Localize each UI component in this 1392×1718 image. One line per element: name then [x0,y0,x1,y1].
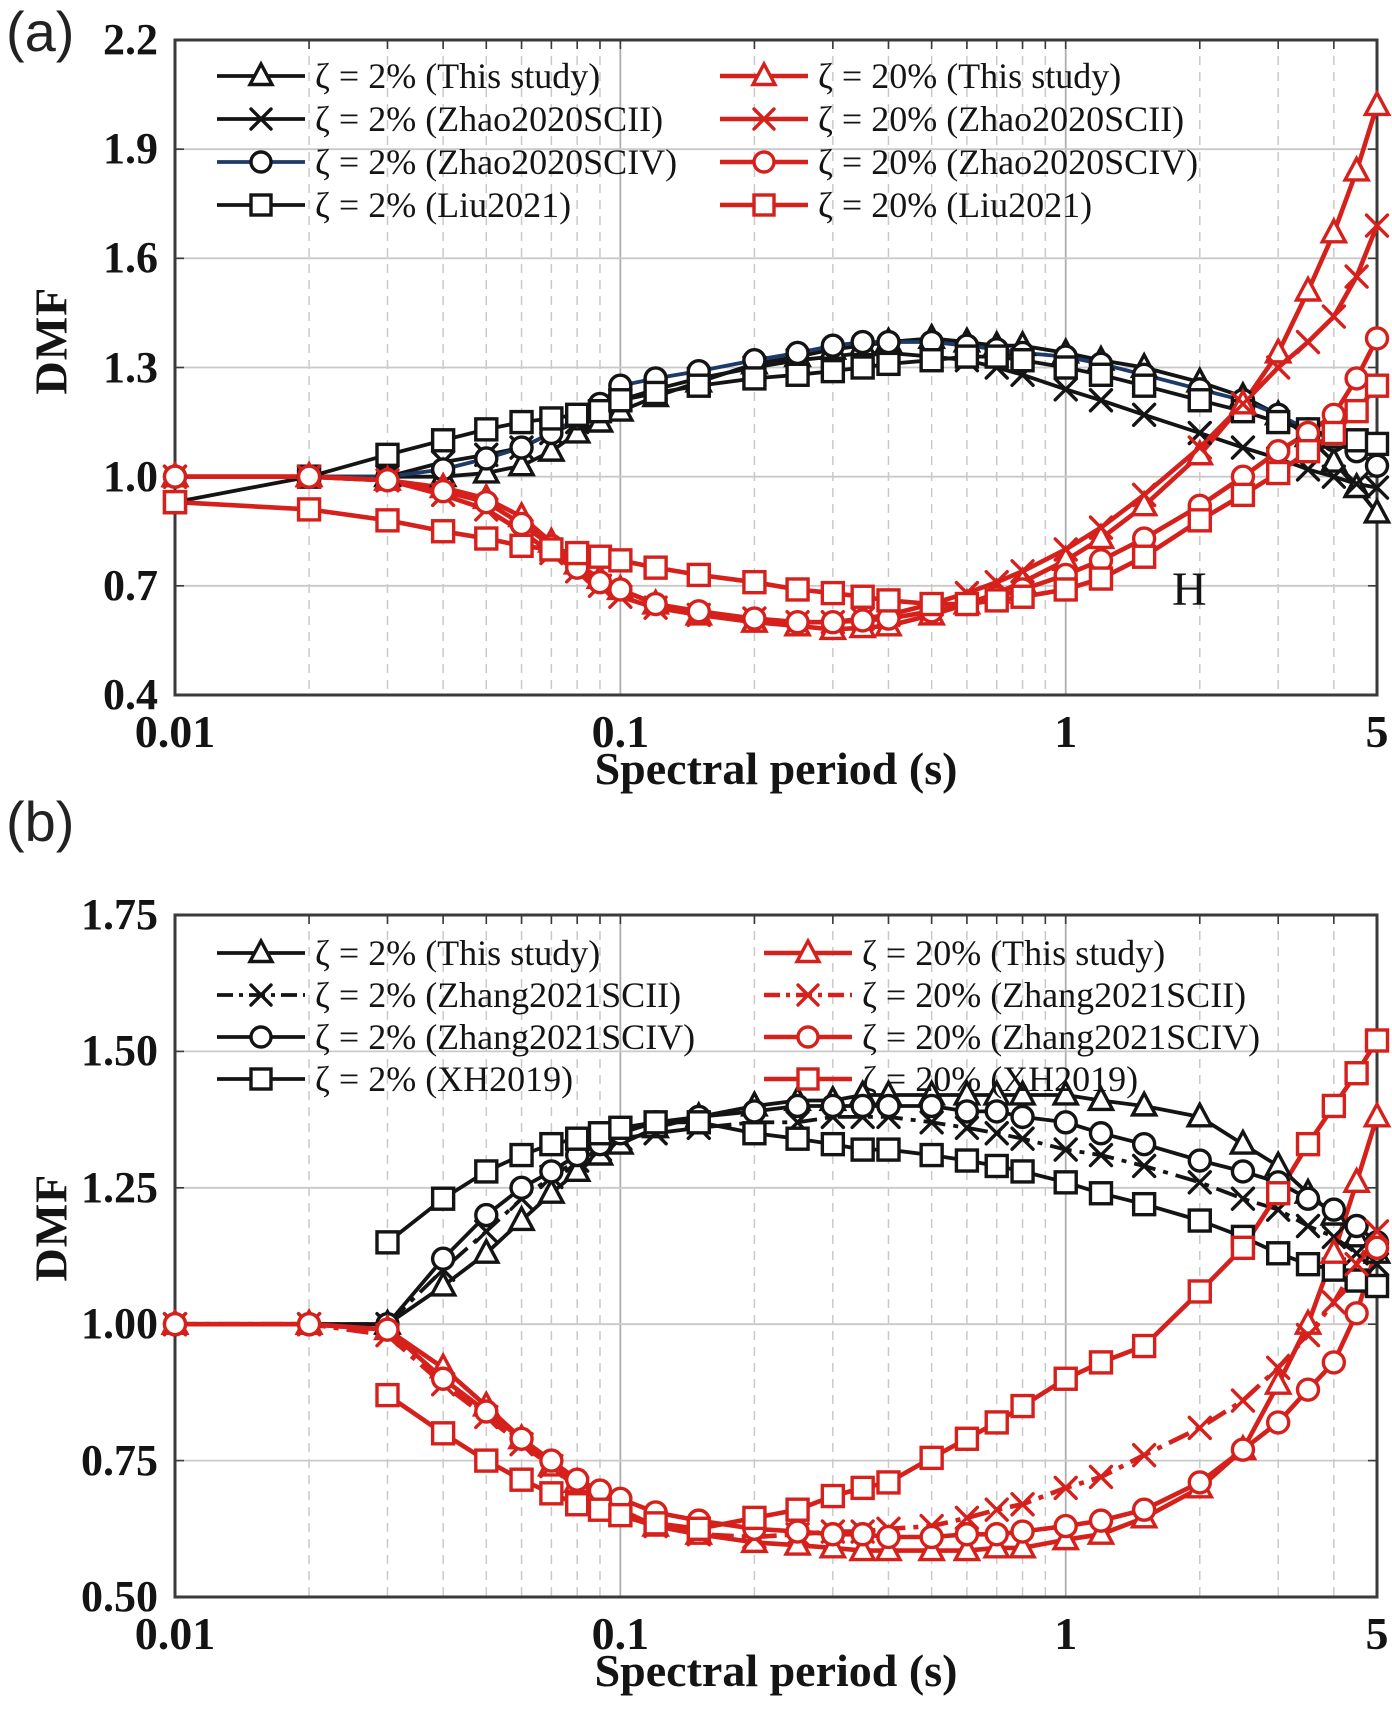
legend-entry: ζ = 2% (This study) [215,933,600,973]
square-marker-icon [217,193,305,217]
y-tick-label: 0.7 [103,560,158,610]
legend-label: ζ = 2% (Zhang2021SCII) [315,975,682,1015]
legend-entry: ζ = 2% (Liu2021) [215,185,571,225]
square-marker-icon [764,1067,852,1091]
legend-entry: ζ = 2% (XH2019) [215,1059,573,1099]
legend-entry: ζ = 20% (Zhang2021SCII) [762,975,1246,1015]
legend-entry: ζ = 2% (Zhang2021SCII) [215,975,681,1015]
x-tick-label: 0.1 [591,1608,650,1659]
legend-entry: ζ = 2% (Zhao2020SCII) [215,99,663,139]
circle-marker-icon [764,1025,852,1049]
square-marker-icon [217,1067,305,1091]
circle-marker-icon [217,150,305,174]
legend-entry: ζ = 2% (Zhao2020SCIV) [215,142,677,182]
x-marker-icon [217,107,305,131]
legend-label: ζ = 20% (Liu2021) [818,185,1093,225]
triangle-marker-icon [217,60,305,87]
legend-label: ζ = 20% (Zhao2020SCII) [818,99,1185,139]
x-tick-label: 5 [1365,706,1389,757]
x-tick-label: 0.1 [591,706,650,757]
y-tick-label: 0.50 [81,1572,158,1621]
y-tick-label: 1.3 [103,342,158,392]
legend-entry: ζ = 20% (This study) [762,933,1165,973]
x-marker-icon [764,983,852,1007]
triangle-marker-icon [720,60,808,87]
legend-label: ζ = 20% (Zhang2021SCII) [862,975,1247,1015]
panel-b-plot-area [160,913,1392,1599]
y-tick-label: 2.2 [103,15,158,64]
y-tick-label: 0.4 [103,670,158,719]
legend-entry: ζ = 20% (Liu2021) [718,185,1092,225]
legend-label: ζ = 20% (Zhao2020SCIV) [818,142,1199,182]
panel-a-plot-area [160,38,1392,697]
x-tick-label: 5 [1365,1608,1389,1659]
y-tick-label: 1.9 [103,124,158,174]
legend-label: ζ = 2% (Liu2021) [315,185,572,225]
legend-label: ζ = 20% (Zhang2021SCIV) [862,1017,1261,1057]
y-tick-label: 1.25 [81,1162,158,1212]
legend-label: ζ = 2% (This study) [315,56,601,96]
panel-a-x-axis-title: Spectral period (s) [594,743,958,794]
legend-entry: ζ = 20% (Zhao2020SCII) [718,99,1184,139]
y-tick-label: 1.50 [81,1026,158,1076]
panel-a: (a) DMF ζ = 2% (This study) ζ = 2% (Zhao2… [0,0,1392,794]
y-tick-label: 1.75 [81,890,158,939]
triangle-marker-icon [217,937,305,964]
x-marker-icon [217,983,305,1007]
legend-label: ζ = 20% (This study) [862,933,1166,973]
panel-b-letter: (b) [6,790,75,853]
x-tick-label: 1 [1054,706,1078,757]
panel-a-annotation-H: H [1172,563,1207,616]
legend-label: ζ = 2% (This study) [315,933,601,973]
x-tick-label: 1 [1054,1608,1078,1659]
legend-label: ζ = 20% (XH2019) [862,1059,1139,1099]
x-tick-label: 0.01 [134,1608,216,1659]
legend-entry: ζ = 20% (Zhao2020SCIV) [718,142,1198,182]
y-tick-label: 1.6 [103,233,158,283]
x-marker-icon [720,107,808,131]
legend-label: ζ = 20% (This study) [818,56,1122,96]
y-tick-label: 0.75 [81,1435,158,1485]
legend-label: ζ = 2% (XH2019) [315,1059,574,1099]
triangle-marker-icon [764,937,852,964]
x-tick-label: 0.01 [134,706,216,757]
legend-entry: ζ = 2% (This study) [215,56,600,96]
y-tick-label: 1.0 [103,451,158,501]
circle-marker-icon [720,150,808,174]
legend-label: ζ = 2% (Zhao2020SCIV) [315,142,678,182]
y-tick-label: 1.00 [81,1299,158,1349]
panel-b-x-axis-title: Spectral period (s) [594,1645,958,1696]
circle-marker-icon [217,1025,305,1049]
legend-label: ζ = 2% (Zhang2021SCIV) [315,1017,696,1057]
legend-entry: ζ = 20% (This study) [718,56,1121,96]
square-marker-icon [720,193,808,217]
legend-entry: ζ = 20% (XH2019) [762,1059,1138,1099]
panel-a-letter: (a) [6,0,75,63]
legend-entry: ζ = 2% (Zhang2021SCIV) [215,1017,695,1057]
legend-label: ζ = 2% (Zhao2020SCII) [315,99,664,139]
panel-b: (b) DMF ζ = 2% (This study) ζ = 2% (Zhang… [0,790,1392,1718]
legend-entry: ζ = 20% (Zhang2021SCIV) [762,1017,1260,1057]
